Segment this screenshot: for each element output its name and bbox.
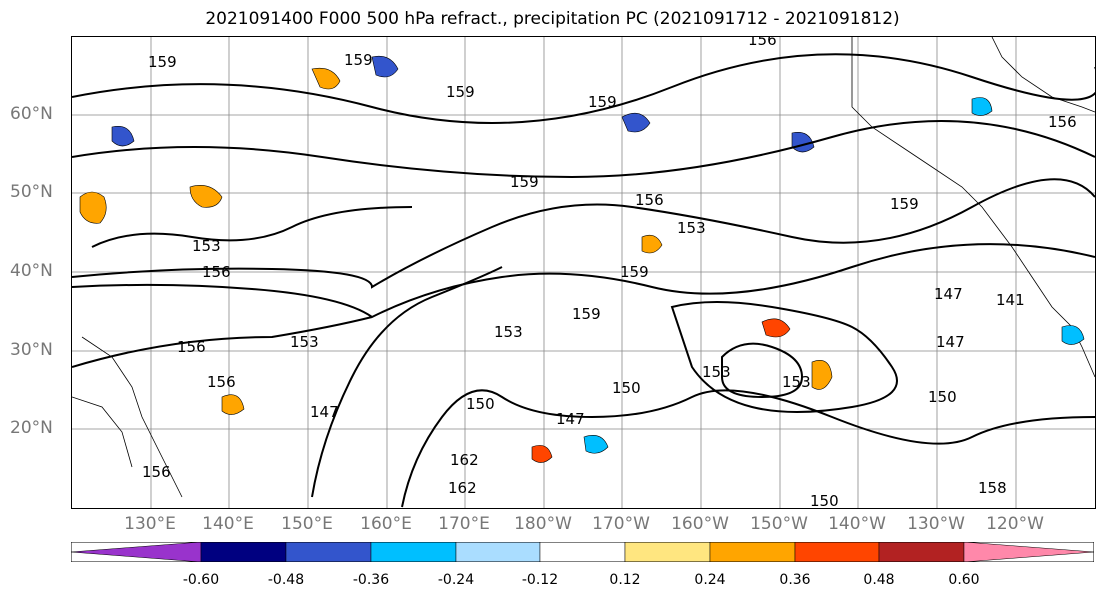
contour-label: 159: [620, 263, 649, 281]
colorbar-tick-label: -0.12: [521, 572, 559, 588]
contour-label: 150: [810, 492, 839, 508]
colorbar-segment: [963, 542, 1094, 562]
contour-label: 150: [612, 379, 641, 397]
lon-label-140w: 140°W: [828, 514, 886, 534]
colorbar-segment: [370, 542, 457, 562]
lon-label-170e: 170°E: [438, 514, 490, 534]
contour-label: 156: [1048, 113, 1077, 131]
colorbar-segments: [71, 542, 1094, 562]
contour-label: 153: [702, 363, 731, 381]
contour-label: 156: [748, 37, 777, 49]
colorbar-segment: [709, 542, 796, 562]
lon-label-160w: 160°W: [671, 514, 729, 534]
colorbar: [71, 542, 1094, 562]
contour-label: 159: [148, 53, 177, 71]
refractivity-contours: [72, 53, 1095, 508]
contour-label: 159: [588, 93, 617, 111]
colorbar-tick-label: -0.60: [182, 572, 220, 588]
contour-label: 156: [177, 338, 206, 356]
contour-label: 150: [928, 388, 957, 406]
contour-label: 159: [344, 51, 373, 69]
colorbar-tick-label: 0.36: [779, 572, 811, 588]
contour-label: 153: [290, 333, 319, 351]
contour-label: 158: [978, 479, 1007, 497]
contour-label: 156: [202, 263, 231, 281]
contour-label: 147: [310, 403, 339, 421]
lon-label-150e: 150°E: [281, 514, 333, 534]
colorbar-tick-label: -0.48: [267, 572, 305, 588]
contour-label: 153: [677, 219, 706, 237]
precip-patches: [79, 55, 1085, 463]
lon-label-130e: 130°E: [124, 514, 176, 534]
lon-label-120w: 120°W: [986, 514, 1044, 534]
graticule: [72, 37, 1095, 508]
contour-label: 162: [450, 451, 479, 469]
contour-label: 141: [996, 291, 1025, 309]
lat-label-20n: 20°N: [10, 418, 53, 438]
contour-label: 147: [934, 285, 963, 303]
contour-label: 153: [494, 323, 523, 341]
colorbar-segment: [285, 542, 372, 562]
contour-label: 162: [448, 479, 477, 497]
map-title: 2021091400 F000 500 hPa refract., precip…: [205, 9, 900, 29]
contour-label: 159: [446, 83, 475, 101]
contour-label-group: 159 159 156 159 159 156 159 156 159 156 …: [142, 37, 1077, 508]
lon-label-140e: 140°E: [202, 514, 254, 534]
contour-label: 147: [936, 333, 965, 351]
colorbar-segment: [878, 542, 965, 562]
contour-label: 156: [635, 191, 664, 209]
map-svg: 159 159 156 159 159 156 159 156 159 156 …: [72, 37, 1095, 508]
contour-label: 159: [572, 305, 601, 323]
lon-label-150w: 150°W: [750, 514, 808, 534]
contour-label: 150: [466, 395, 495, 413]
lon-label-180w: 180°W: [514, 514, 572, 534]
contour-label: 159: [510, 173, 539, 191]
colorbar-segment: [794, 542, 880, 562]
lat-label-30n: 30°N: [10, 340, 53, 360]
contour-label: 156: [142, 463, 171, 481]
lon-label-170w: 170°W: [592, 514, 650, 534]
lat-label-40n: 40°N: [10, 261, 53, 281]
colorbar-tick-label: 0.24: [694, 572, 726, 588]
colorbar-segment: [200, 542, 287, 562]
colorbar-segment: [71, 542, 202, 562]
contour-label: 153: [782, 373, 811, 391]
contour-label: 153: [192, 237, 221, 255]
contour-label: 159: [890, 195, 919, 213]
lat-label-50n: 50°N: [10, 182, 53, 202]
coastlines: [72, 37, 1095, 498]
colorbar-tick-label: -0.36: [352, 572, 390, 588]
colorbar-tick-label: 0.60: [948, 572, 980, 588]
colorbar-tick-label: 0.48: [863, 572, 895, 588]
map-panel: 159 159 156 159 159 156 159 156 159 156 …: [71, 36, 1096, 509]
lon-label-130w: 130°W: [907, 514, 965, 534]
contour-label: 156: [207, 373, 236, 391]
colorbar-tick-label: -0.24: [437, 572, 475, 588]
colorbar-segment: [455, 542, 541, 562]
colorbar-segment: [539, 542, 626, 562]
lon-label-160e: 160°E: [360, 514, 412, 534]
lat-label-60n: 60°N: [10, 104, 53, 124]
contour-label: 147: [556, 410, 585, 428]
colorbar-tick-label: 0.12: [609, 572, 641, 588]
colorbar-segment: [624, 542, 711, 562]
